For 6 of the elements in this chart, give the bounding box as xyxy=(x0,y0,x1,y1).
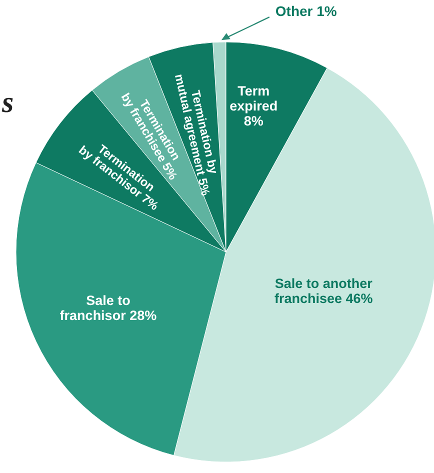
slice-label: Sale to another franchisee 46% xyxy=(274,276,374,306)
slice-label: Sale to franchisor 28% xyxy=(60,292,157,323)
data-label: 8% xyxy=(244,114,264,129)
slice-label: Term expired xyxy=(230,84,278,114)
text: s xyxy=(1,86,14,119)
slice-label: Other 1% xyxy=(275,3,338,20)
